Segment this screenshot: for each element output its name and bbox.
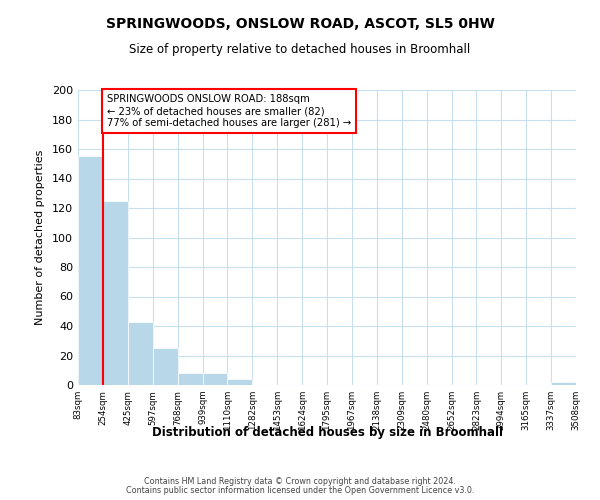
- Bar: [128, 322, 153, 385]
- Text: SPRINGWOODS ONSLOW ROAD: 188sqm
← 23% of detached houses are smaller (82)
77% of: SPRINGWOODS ONSLOW ROAD: 188sqm ← 23% of…: [107, 94, 351, 128]
- Text: Distribution of detached houses by size in Broomhall: Distribution of detached houses by size …: [151, 426, 503, 439]
- Text: Contains HM Land Registry data © Crown copyright and database right 2024.: Contains HM Land Registry data © Crown c…: [144, 477, 456, 486]
- Text: Size of property relative to detached houses in Broomhall: Size of property relative to detached ho…: [130, 42, 470, 56]
- Bar: [78, 156, 103, 385]
- Y-axis label: Number of detached properties: Number of detached properties: [35, 150, 45, 325]
- Text: Contains public sector information licensed under the Open Government Licence v3: Contains public sector information licen…: [126, 486, 474, 495]
- Bar: [103, 200, 128, 385]
- Bar: [203, 373, 227, 385]
- Bar: [227, 379, 253, 385]
- Bar: [551, 382, 576, 385]
- Bar: [152, 348, 178, 385]
- Text: SPRINGWOODS, ONSLOW ROAD, ASCOT, SL5 0HW: SPRINGWOODS, ONSLOW ROAD, ASCOT, SL5 0HW: [106, 18, 494, 32]
- Bar: [178, 373, 203, 385]
